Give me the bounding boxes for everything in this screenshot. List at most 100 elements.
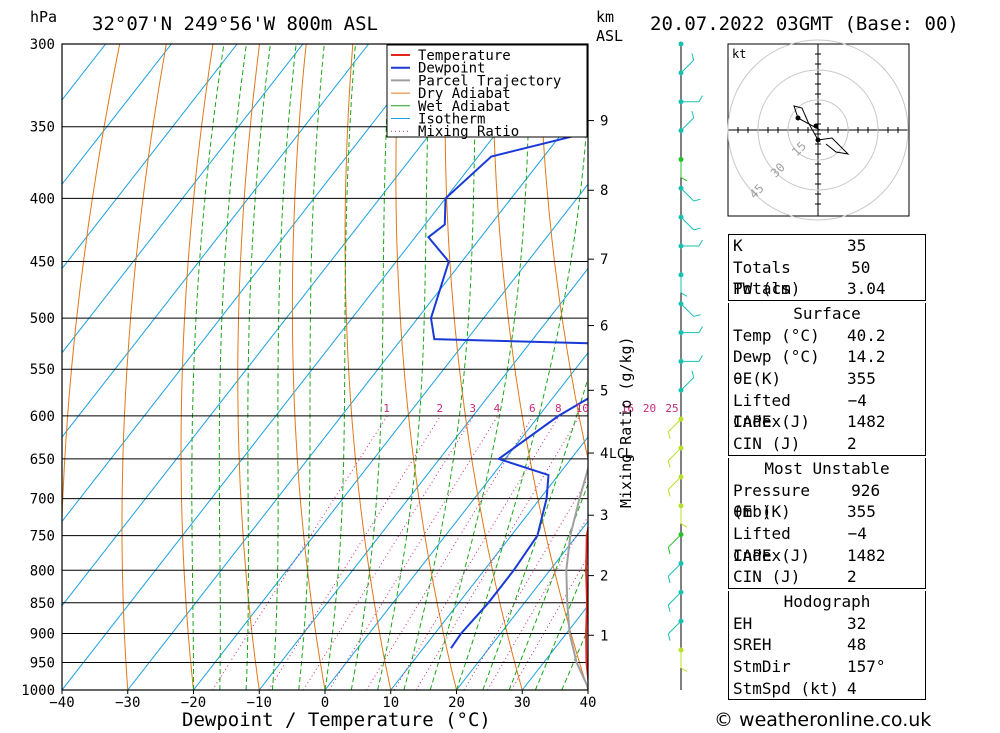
most-unstable-value: 926 <box>851 480 881 500</box>
legend-box <box>386 44 588 138</box>
x-tick-label: −30 <box>115 695 140 711</box>
surface-value: 14.2 <box>847 347 886 367</box>
wind-barb-flag <box>680 667 688 672</box>
surface-row: Dewp (°C) 14.2 <box>729 346 925 368</box>
wind-barb <box>667 563 682 577</box>
wind-barb <box>667 620 682 635</box>
x-tick-label: 20 <box>448 695 465 711</box>
wind-barb-flag <box>691 53 695 61</box>
surface-value: −4 <box>847 390 867 410</box>
hodograph-row: StmSpd (kt) 4 <box>729 678 925 700</box>
mixing-ratio-label: 10 <box>576 402 589 415</box>
pressure-tick-label: 500 <box>30 311 55 327</box>
height-tick-label: 6 <box>600 319 608 335</box>
surface-label: Temp (°C) <box>733 325 820 345</box>
mixing-ratio-label: 3 <box>469 402 476 415</box>
pressure-tick-label: 1000 <box>21 683 55 699</box>
surface-row: CIN (J) 2 <box>729 433 925 455</box>
dry-adiabat-line <box>62 44 121 690</box>
wind-barb <box>680 303 695 317</box>
hodograph-label: SREH <box>733 635 772 655</box>
pressure-tick-label: 800 <box>30 563 55 579</box>
hodograph-ring <box>787 99 849 161</box>
hodograph-value: 157° <box>847 657 886 677</box>
series-line-dewpoint <box>426 116 588 649</box>
mixing-ratio-label: 1 <box>383 402 390 415</box>
pressure-tick-label: 550 <box>30 362 55 378</box>
wet-adiabat-line <box>350 44 392 690</box>
hodograph-point <box>813 123 819 129</box>
pressure-tick-label: 450 <box>30 255 55 271</box>
height-tick-label: 8 <box>600 183 608 199</box>
mixing-ratio-label: 20 <box>643 402 656 415</box>
lcl-label: LCL <box>609 447 633 462</box>
pressure-tick-label: 600 <box>30 409 55 425</box>
pressure-tick-label: 950 <box>30 655 55 671</box>
isotherm-line <box>127 99 588 690</box>
wet-adiabat-line <box>218 44 247 690</box>
hodograph-table-title: Hodograph <box>783 592 871 611</box>
hodograph-label: StmDir <box>733 657 791 677</box>
mixing-ratio-label: 4 <box>494 402 501 415</box>
wind-barb-flag <box>693 227 701 231</box>
mixing-ratio-label: 6 <box>529 402 536 415</box>
pressure-tick-label: 300 <box>30 37 55 53</box>
dry-adiabat-line <box>395 44 457 690</box>
most-unstable-label: CAPE (J) <box>733 545 811 565</box>
isotherm-line <box>456 520 588 690</box>
dry-adiabat-line <box>585 44 588 91</box>
wind-barb-flag <box>698 239 703 247</box>
wind-barb <box>680 187 695 202</box>
location-title: 32°07'N 249°56'W 800m ASL <box>92 13 378 35</box>
wind-barb-flag <box>680 292 688 297</box>
most-unstable-label: CIN (J) <box>733 567 801 587</box>
legend-label: Parcel Trajectory <box>418 73 561 89</box>
pressure-tick-label: 400 <box>30 191 55 207</box>
series-line-parcel-trajectory <box>565 465 588 690</box>
wind-barb-flag <box>667 460 671 468</box>
hodograph-point <box>815 137 821 143</box>
index-label: PW (cm) <box>733 279 801 299</box>
wind-barb-flag <box>680 176 688 182</box>
pressure-unit-label: hPa <box>30 8 57 26</box>
most-unstable-label: Lifted Index <box>733 524 791 565</box>
height-tick-label: 5 <box>600 383 608 399</box>
x-axis-label: Dewpoint / Temperature (°C) <box>182 709 491 731</box>
index-label: K <box>733 236 743 255</box>
most-unstable-table: Most Unstable Pressure (mb) 926 θE (K) 355 L… <box>728 458 926 590</box>
dry-adiabat-line <box>538 44 588 462</box>
mixing-ratio-label: 16 <box>621 402 634 415</box>
copyright-footer[interactable]: © weatheronline.co.uk <box>714 709 932 731</box>
hodograph-ring <box>727 39 909 221</box>
most-unstable-value: 1482 <box>847 545 886 565</box>
hodograph-label: StmSpd (kt) <box>733 678 839 698</box>
wind-barb-flag <box>691 370 695 378</box>
wet-adiabat-line <box>191 44 225 690</box>
isotherm-line <box>258 267 588 690</box>
most-unstable-row: Pressure (mb) 926 <box>729 480 925 522</box>
most-unstable-label: Pressure (mb) <box>733 480 811 522</box>
wet-adiabat-line <box>508 482 588 690</box>
height-tick-label: 3 <box>600 508 608 524</box>
pressure-tick-label: 850 <box>30 596 55 612</box>
mixing-ratio-axis-label: Mixing Ratio (g/kg) <box>617 336 635 508</box>
pressure-tick-label: 350 <box>30 120 55 136</box>
isotherm-line <box>324 352 588 690</box>
wet-adiabat-line <box>298 44 325 690</box>
hodograph-unit-label: kt <box>732 47 746 61</box>
x-tick-label: 40 <box>580 695 597 711</box>
index-row: K 35 <box>729 235 925 257</box>
most-unstable-value: 2 <box>847 567 857 587</box>
height-tick-label: 7 <box>600 252 608 268</box>
legend-label: Dewpoint <box>418 61 485 77</box>
surface-label: θE(K) <box>733 369 782 389</box>
index-row: Totals Totals 50 <box>729 257 925 299</box>
surface-value: 2 <box>847 434 857 454</box>
legend-label: Wet Adiabat <box>418 99 511 115</box>
height-unit-label: km <box>596 8 614 26</box>
legend-label: Mixing Ratio <box>418 124 519 140</box>
most-unstable-label: θE (K) <box>733 502 791 522</box>
height-tick-label: 1 <box>600 628 608 644</box>
x-tick-label: −20 <box>181 695 206 711</box>
